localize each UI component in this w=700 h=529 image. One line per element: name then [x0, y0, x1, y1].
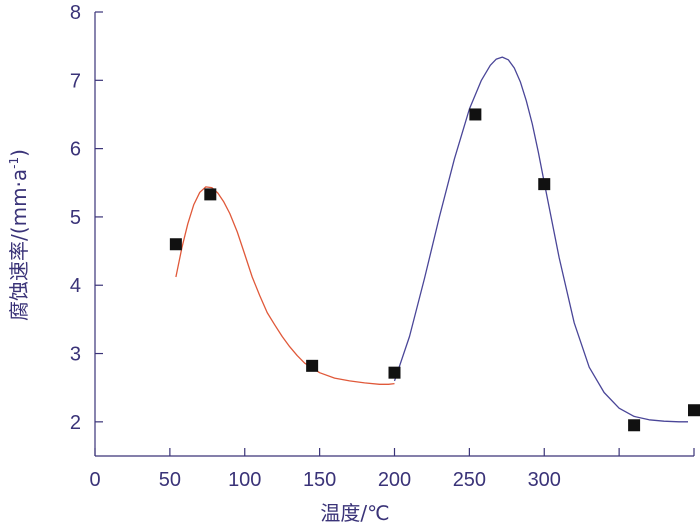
x-tick-label: 100: [228, 469, 261, 491]
data-point: [628, 419, 641, 432]
tick-labels: 2 3 4 5 6 7 8 0 50 100 150 200 250 300: [70, 2, 561, 491]
fit-curve-1: [175, 186, 395, 385]
x-tick-label: 300: [528, 469, 561, 491]
axes: [94, 11, 695, 457]
x-axis-title: 温度/℃: [320, 501, 389, 525]
y-tick-label: 5: [70, 207, 81, 229]
x-tick-label: 250: [453, 469, 486, 491]
y-tick-label: 2: [70, 412, 81, 434]
data-point: [388, 366, 401, 379]
y-tick-label: 4: [70, 275, 81, 297]
data-point: [469, 108, 482, 121]
y-axis-title-main: 腐蚀速率/(mm·a: [7, 169, 31, 321]
data-point: [306, 359, 319, 372]
fit-curve-2: [393, 56, 688, 423]
y-axis-title-suffix: ): [7, 149, 31, 157]
data-point: [204, 188, 217, 201]
y-axis-title-group: 腐蚀速率/(mm·a-1): [7, 149, 31, 321]
y-tick-label: 6: [70, 139, 81, 161]
y-tick-label: 7: [70, 70, 81, 92]
y-tick-label: 8: [70, 2, 81, 24]
y-tick-label: 3: [70, 344, 81, 366]
x-tick-label: 150: [303, 469, 336, 491]
x-tick-label: 50: [159, 469, 181, 491]
data-points: [169, 108, 700, 432]
y-axis-title: 腐蚀速率/(mm·a-1): [7, 149, 31, 321]
fit-curves: [175, 56, 688, 423]
x-tick-label: 200: [378, 469, 411, 491]
data-point: [538, 178, 551, 191]
x-tick-label: 0: [89, 469, 100, 491]
y-axis-title-superscript: -1: [7, 157, 21, 169]
data-point: [688, 404, 700, 417]
data-point: [169, 238, 182, 251]
